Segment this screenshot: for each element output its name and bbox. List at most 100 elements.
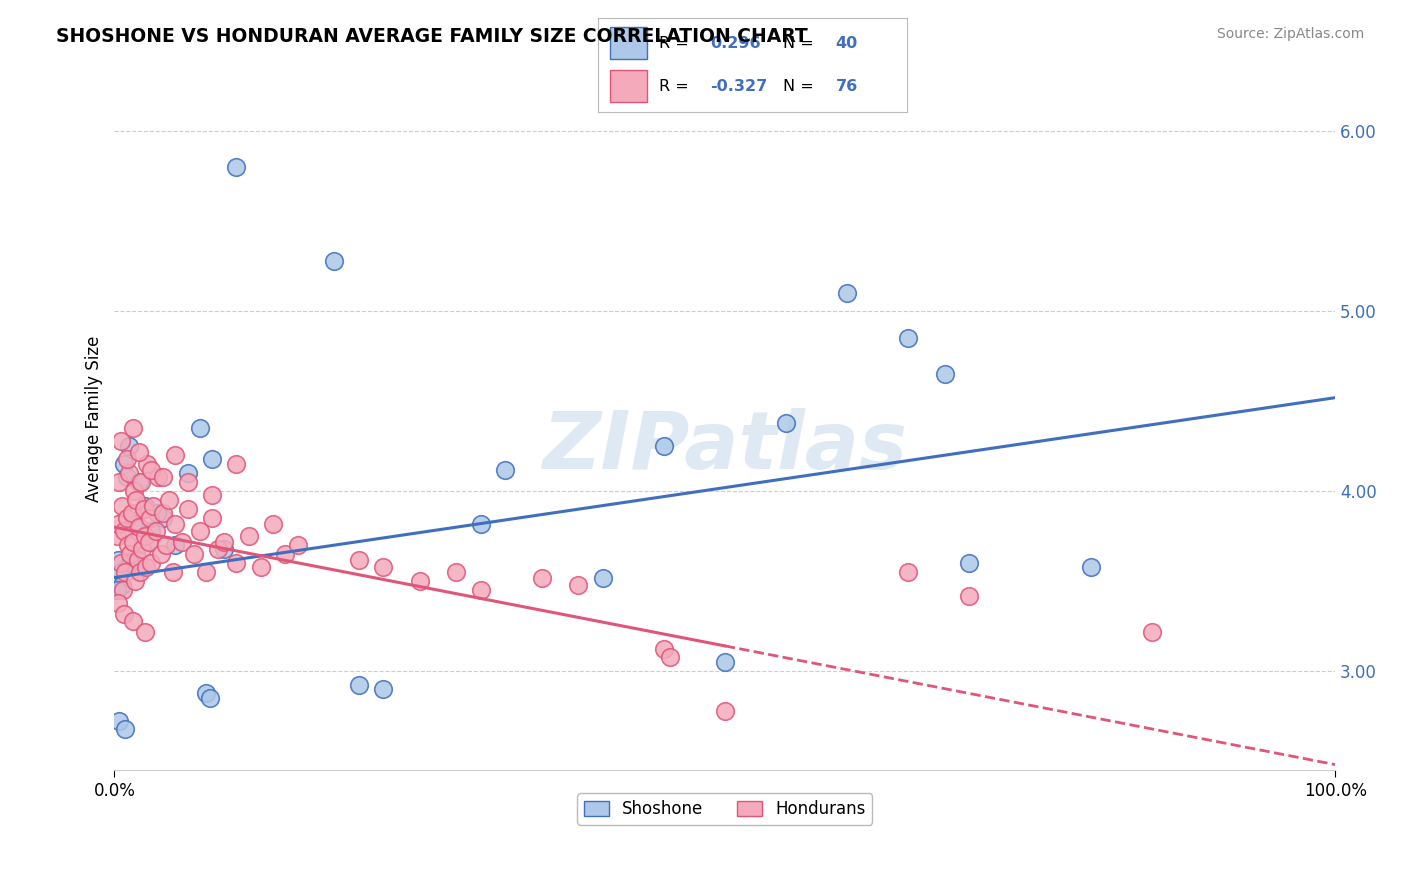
Point xyxy=(347,678,370,692)
Point xyxy=(114,722,136,736)
Point xyxy=(201,511,224,525)
Point xyxy=(111,499,134,513)
Point xyxy=(225,556,247,570)
Point xyxy=(139,556,162,570)
Point xyxy=(134,499,156,513)
Point xyxy=(132,502,155,516)
Point xyxy=(238,529,260,543)
Point xyxy=(225,457,247,471)
Point xyxy=(214,541,236,556)
Point xyxy=(250,559,273,574)
Point xyxy=(148,470,170,484)
Point xyxy=(188,421,211,435)
Point xyxy=(897,331,920,345)
Point xyxy=(108,714,131,729)
Point xyxy=(110,556,132,570)
Point xyxy=(139,524,162,538)
Point xyxy=(114,565,136,579)
Point xyxy=(118,439,141,453)
Point xyxy=(188,524,211,538)
Point xyxy=(128,475,150,490)
Point xyxy=(835,286,858,301)
Point xyxy=(176,475,198,490)
Point xyxy=(957,556,980,570)
Point xyxy=(115,511,138,525)
Point xyxy=(112,524,135,538)
Point xyxy=(262,516,284,531)
Point xyxy=(194,565,217,579)
Point xyxy=(470,583,492,598)
Point xyxy=(117,538,139,552)
Point xyxy=(120,556,142,570)
Point xyxy=(347,552,370,566)
Point xyxy=(1140,624,1163,639)
Point xyxy=(198,691,221,706)
Point xyxy=(125,547,148,561)
Point xyxy=(165,516,187,531)
Point xyxy=(128,520,150,534)
Text: 0.296: 0.296 xyxy=(710,36,761,51)
Point xyxy=(165,448,187,462)
Point xyxy=(124,574,146,589)
Point xyxy=(112,607,135,621)
Point xyxy=(139,462,162,476)
Point xyxy=(274,547,297,561)
Point xyxy=(136,457,159,471)
Text: -0.327: -0.327 xyxy=(710,78,768,94)
Point xyxy=(934,368,956,382)
Point xyxy=(111,578,134,592)
Text: N =: N = xyxy=(783,36,820,51)
Point xyxy=(108,475,131,490)
Point xyxy=(957,589,980,603)
Point xyxy=(165,538,187,552)
Text: ZIPatlas: ZIPatlas xyxy=(543,409,907,486)
Point xyxy=(110,565,132,579)
Point xyxy=(775,416,797,430)
Point xyxy=(494,462,516,476)
Point xyxy=(567,578,589,592)
Point xyxy=(138,534,160,549)
Bar xyxy=(610,28,647,59)
Point xyxy=(120,547,142,561)
Point xyxy=(592,570,614,584)
Point xyxy=(105,529,128,543)
Point xyxy=(170,534,193,549)
Point xyxy=(112,457,135,471)
Point xyxy=(287,538,309,552)
Point xyxy=(139,511,162,525)
Point xyxy=(129,565,152,579)
Point xyxy=(157,493,180,508)
Point xyxy=(149,547,172,561)
Point xyxy=(121,516,143,531)
Point xyxy=(121,506,143,520)
Point xyxy=(111,583,134,598)
Point xyxy=(201,488,224,502)
Point xyxy=(155,538,177,552)
Point xyxy=(176,502,198,516)
Point xyxy=(115,470,138,484)
Text: N =: N = xyxy=(783,78,820,94)
Point xyxy=(134,529,156,543)
Point xyxy=(323,254,346,268)
Point xyxy=(201,451,224,466)
Text: R =: R = xyxy=(659,36,695,51)
Point xyxy=(122,484,145,499)
Point xyxy=(652,642,675,657)
Point xyxy=(110,434,132,448)
Point xyxy=(118,467,141,481)
Text: Source: ZipAtlas.com: Source: ZipAtlas.com xyxy=(1216,27,1364,41)
Point xyxy=(714,655,737,669)
Point xyxy=(176,467,198,481)
Point xyxy=(121,421,143,435)
Text: R =: R = xyxy=(659,78,695,94)
Point xyxy=(152,470,174,484)
Point xyxy=(714,704,737,718)
Point xyxy=(183,547,205,561)
Bar xyxy=(610,70,647,103)
Point xyxy=(652,439,675,453)
Text: 76: 76 xyxy=(835,78,858,94)
Point xyxy=(1080,559,1102,574)
Point xyxy=(135,559,157,574)
Point xyxy=(530,570,553,584)
Point xyxy=(142,499,165,513)
